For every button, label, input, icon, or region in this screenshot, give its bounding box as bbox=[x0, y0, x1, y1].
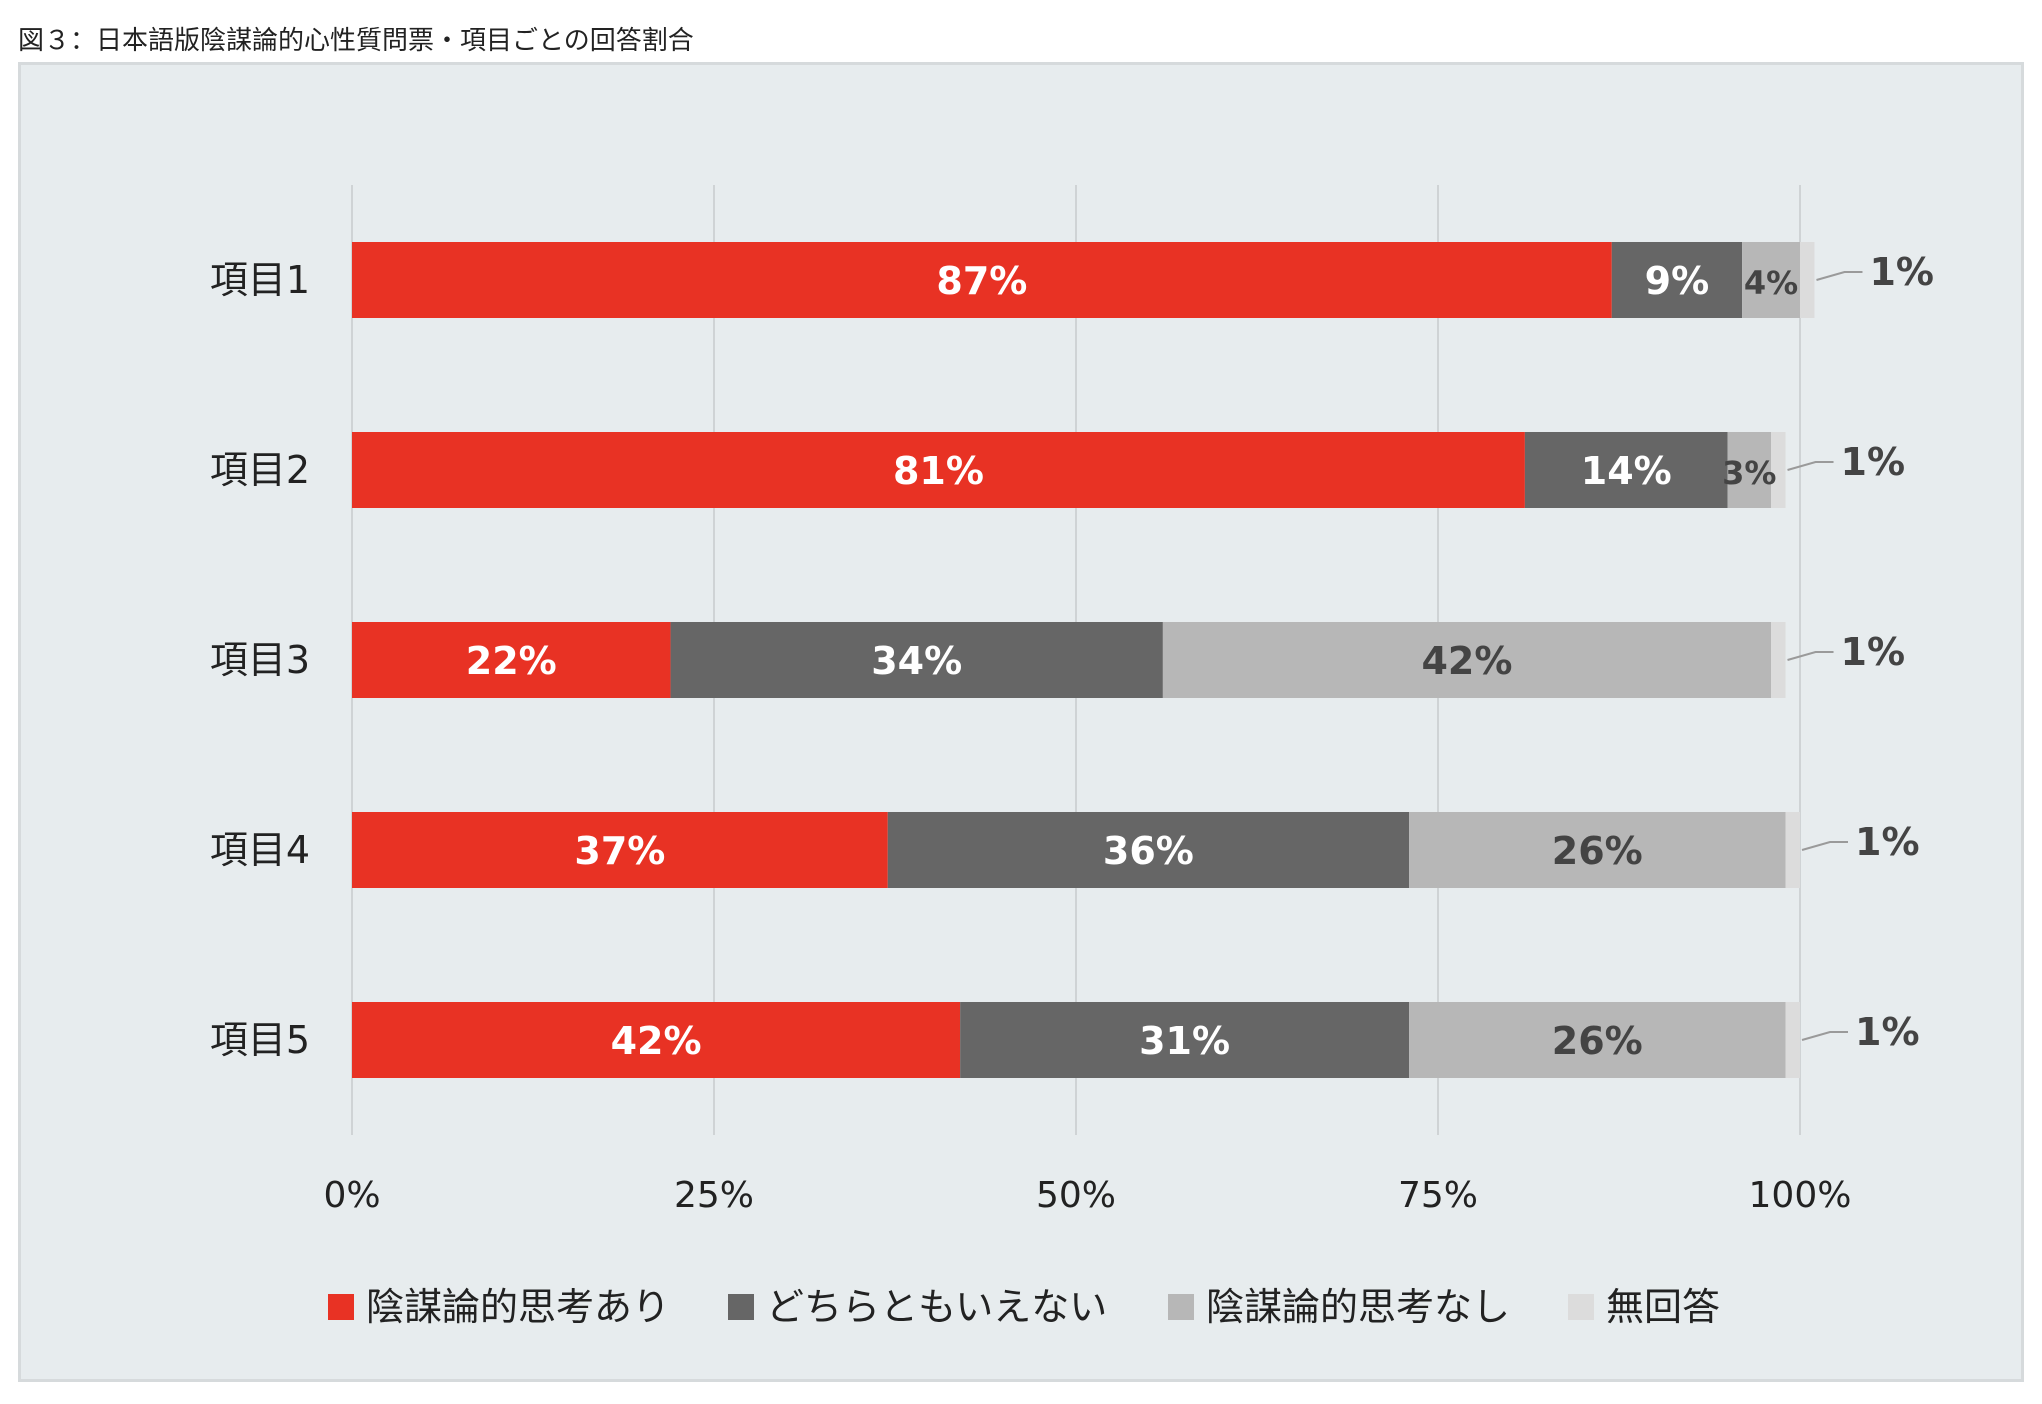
leader-line bbox=[1816, 271, 1863, 281]
legend-swatch bbox=[1168, 1294, 1194, 1320]
bar-segment bbox=[1409, 1002, 1786, 1078]
category-labels: 項目1 項目2 項目3 項目4 項目5 bbox=[210, 258, 310, 1062]
x-tick-label: 25% bbox=[674, 1175, 754, 1216]
bar-segment bbox=[1611, 242, 1743, 318]
data-label: 22% bbox=[466, 639, 557, 683]
bar-segment bbox=[1785, 1002, 1800, 1078]
data-labels: 87% 9% 4% 1% 81% 14% 3% 1% 22% 34% 42% 1% 37% 36% 26% 1… bbox=[466, 250, 1934, 1063]
bars bbox=[352, 242, 1815, 1078]
legend-label: どちらともいえない bbox=[766, 1285, 1107, 1329]
data-label: 1% bbox=[1841, 440, 1906, 484]
data-label: 34% bbox=[871, 639, 962, 683]
category-label: 項目1 bbox=[210, 258, 310, 302]
data-label: 3% bbox=[1722, 454, 1776, 492]
bar-segment bbox=[670, 622, 1163, 698]
x-tick-label: 100% bbox=[1749, 1175, 1852, 1216]
legend-swatch bbox=[728, 1294, 754, 1320]
leader-line bbox=[1787, 461, 1834, 471]
data-label: 81% bbox=[893, 449, 984, 493]
figure-caption: 図３：日本語版陰謀論的心性質問票・項目ごとの回答割合 bbox=[18, 26, 694, 56]
x-tick-label: 0% bbox=[323, 1175, 380, 1216]
data-label: 4% bbox=[1744, 264, 1798, 302]
bar-segment bbox=[1742, 242, 1800, 318]
legend-label: 無回答 bbox=[1606, 1285, 1720, 1329]
category-label: 項目5 bbox=[210, 1018, 310, 1062]
bar-segment bbox=[1727, 432, 1772, 508]
bar-segment bbox=[1524, 432, 1728, 508]
x-tick-label: 50% bbox=[1036, 1175, 1116, 1216]
bar-segment bbox=[352, 432, 1525, 508]
bar-segment bbox=[1771, 432, 1786, 508]
legend-label: 陰謀論的思考なし bbox=[1206, 1285, 1510, 1329]
x-axis-tick-labels: 0% 25% 50% 75% 100% bbox=[323, 1175, 1851, 1216]
bar-segment bbox=[1785, 812, 1800, 888]
data-label: 1% bbox=[1841, 630, 1906, 674]
data-label: 42% bbox=[1421, 639, 1512, 683]
data-label: 1% bbox=[1855, 1010, 1920, 1054]
bar-segment bbox=[1800, 242, 1815, 318]
leader-line bbox=[1787, 651, 1834, 661]
data-label: 36% bbox=[1103, 829, 1194, 873]
data-label: 1% bbox=[1855, 820, 1920, 864]
bar-segment bbox=[352, 1002, 961, 1078]
legend-label: 陰謀論的思考あり bbox=[366, 1285, 670, 1329]
data-label: 31% bbox=[1139, 1019, 1230, 1063]
category-label: 項目4 bbox=[210, 828, 310, 872]
data-label: 26% bbox=[1552, 829, 1643, 873]
legend-swatch bbox=[1568, 1294, 1594, 1320]
x-tick-label: 75% bbox=[1398, 1175, 1478, 1216]
data-label: 42% bbox=[611, 1019, 702, 1063]
data-label: 26% bbox=[1552, 1019, 1643, 1063]
category-label: 項目2 bbox=[210, 448, 310, 492]
bar-segment bbox=[352, 812, 888, 888]
bar-segment bbox=[1409, 812, 1786, 888]
legend-swatch bbox=[328, 1294, 354, 1320]
category-label: 項目3 bbox=[210, 638, 310, 682]
bar-segment bbox=[960, 1002, 1410, 1078]
leader-line bbox=[1801, 841, 1848, 851]
legend: 陰謀論的思考あり どちらともいえない 陰謀論的思考なし 無回答 bbox=[328, 1285, 1720, 1329]
bar-segment bbox=[1771, 622, 1786, 698]
data-label: 9% bbox=[1645, 259, 1710, 303]
data-label: 87% bbox=[936, 259, 1027, 303]
bar-segment bbox=[1162, 622, 1772, 698]
bar-segment bbox=[352, 242, 1612, 318]
leader-line bbox=[1801, 1031, 1848, 1041]
data-label: 14% bbox=[1581, 449, 1672, 493]
data-label: 1% bbox=[1869, 250, 1934, 294]
data-label: 37% bbox=[574, 829, 665, 873]
bar-segment bbox=[352, 622, 671, 698]
bar-segment bbox=[887, 812, 1410, 888]
